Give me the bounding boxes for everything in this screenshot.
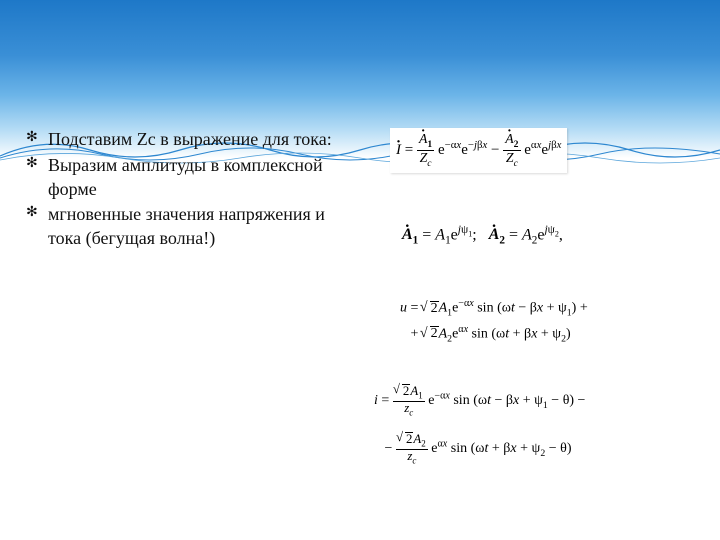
formula-I: I = A1Zc e−αxe−jβx − A2Zc eαxejβx xyxy=(390,128,567,173)
bullet-item: мгновенные значения напряжения и тока (б… xyxy=(22,203,362,251)
formula-A1A2: A1 = A1ejψ1; A2 = A2ejψ2, xyxy=(402,224,563,247)
formula-u: u = 2A1e−αx sin (ωt − βx + ψ1) + + 2A2eα… xyxy=(400,296,588,347)
bullet-item: Подставим Zc в выражение для тока: xyxy=(22,128,362,152)
formula-i: i = 2A1 zc e−αx sin (ωt − βx + ψ1 − θ) −… xyxy=(374,384,585,466)
bullet-item: Выразим амплитуды в комплексной форме xyxy=(22,154,362,202)
bullet-content: Подставим Zc в выражение для тока: Выраз… xyxy=(22,128,362,253)
